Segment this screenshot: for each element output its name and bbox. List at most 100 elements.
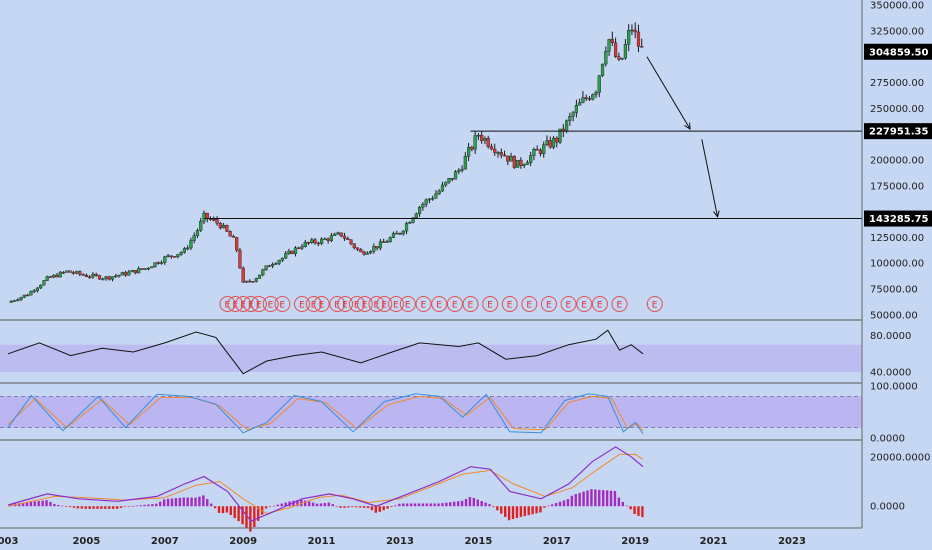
- candle-body: [499, 152, 503, 156]
- candle-body: [91, 273, 95, 278]
- candle-body: [365, 252, 369, 255]
- candle-body: [58, 271, 62, 278]
- candle-body: [215, 219, 219, 224]
- candle-body: [473, 135, 477, 150]
- macd-hist-bar: [574, 494, 577, 507]
- level-badge-label: 227951.35: [869, 127, 929, 138]
- macd-hist-bar: [523, 506, 526, 517]
- candle-body: [39, 284, 43, 289]
- macd-hist-bar: [374, 506, 378, 513]
- macd-hist-bar: [558, 501, 562, 507]
- macd-hist-bar: [186, 497, 189, 507]
- earnings-marker: [368, 296, 385, 312]
- candle-body: [633, 29, 637, 33]
- macd-hist-bar: [284, 502, 287, 507]
- macd-hist-bar: [155, 503, 158, 507]
- macd-hist-bar: [605, 490, 609, 507]
- candle-body: [74, 271, 79, 274]
- candle-body: [45, 276, 49, 281]
- macd-hist-bar: [598, 489, 601, 507]
- candle-body: [251, 281, 255, 283]
- macd-tick-label: 20000.0000: [870, 452, 930, 463]
- macd-hist-bar: [174, 498, 178, 507]
- candle-body: [395, 232, 399, 235]
- earnings-marker: [243, 296, 260, 312]
- candle-body: [192, 235, 196, 241]
- candle-body: [166, 255, 170, 257]
- earnings-marker: [376, 296, 393, 312]
- macd-hist-bar: [515, 506, 519, 518]
- macd-hist-bar: [613, 491, 617, 507]
- candle-body: [228, 231, 232, 237]
- macd-hist-bar: [609, 490, 613, 507]
- macd-hist-bar: [394, 505, 397, 507]
- macd-hist-bar: [382, 506, 385, 511]
- macd-hist-bar: [566, 499, 570, 507]
- candle-body: [218, 222, 222, 229]
- macd-hist-bar: [135, 505, 138, 507]
- macd-hist-bar: [292, 500, 295, 507]
- macd-hist-bar: [225, 506, 229, 513]
- macd-hist-bar: [601, 490, 605, 507]
- earnings-marker: [399, 296, 416, 312]
- macd-hist-bar: [641, 506, 644, 518]
- macd-hist-bar: [68, 506, 72, 508]
- candle-body: [235, 237, 239, 251]
- candle-body: [254, 278, 258, 282]
- macd-hist-bar: [264, 506, 268, 509]
- time-tick-label: 2021: [700, 536, 728, 547]
- candle-body: [408, 222, 412, 224]
- earnings-marker: [446, 296, 463, 312]
- time-tick-label: 2013: [386, 536, 414, 547]
- candle-body: [591, 94, 595, 100]
- candle-body: [78, 271, 82, 275]
- candle-body: [470, 147, 474, 150]
- earnings-marker-label: E: [436, 301, 442, 311]
- candle-body: [32, 290, 36, 292]
- earnings-marker-label: E: [617, 301, 623, 311]
- candle-body: [614, 42, 618, 57]
- macd-hist-bar: [257, 506, 260, 521]
- macd-hist-bar: [198, 496, 201, 507]
- rsi-line: [7, 329, 644, 375]
- macd-hist-bar: [162, 499, 166, 507]
- candle-body: [574, 104, 578, 113]
- candle-body: [241, 267, 245, 283]
- macd-hist-bar: [80, 506, 84, 509]
- candle-body: [306, 241, 311, 244]
- macd-hist-bar: [503, 506, 507, 517]
- macd-hist-bar: [170, 498, 174, 507]
- candle-body: [558, 128, 562, 143]
- candle-body: [640, 46, 644, 48]
- price-tick-label: 100000.00: [870, 259, 924, 270]
- candle-body: [159, 262, 164, 264]
- candle-body: [202, 212, 206, 222]
- price-tick-label: 325000.00: [870, 26, 924, 37]
- macd-hist-bar: [362, 506, 366, 508]
- projection-arrows: [646, 56, 718, 217]
- candle-body: [290, 250, 294, 254]
- candle-body: [107, 276, 111, 280]
- macd-hist-bar: [578, 492, 581, 507]
- macd-hist-bar: [49, 501, 52, 507]
- candle-body: [362, 251, 366, 255]
- candle-body: [431, 198, 435, 200]
- time-tick-label: 2017: [543, 536, 571, 547]
- earnings-marker-label: E: [546, 301, 552, 311]
- earnings-marker: [227, 296, 244, 312]
- candle-body: [600, 63, 605, 76]
- macd-hist-bar: [633, 506, 636, 515]
- candle-body: [519, 159, 523, 166]
- candle-body: [176, 254, 180, 257]
- candle-body: [627, 29, 631, 45]
- last-price-label: 304859.50: [869, 47, 929, 58]
- time-tick-label: 2019: [621, 536, 649, 547]
- macd-hist-bar: [358, 506, 362, 508]
- macd-hist-bar: [370, 506, 374, 511]
- stoch-tick-label: 0.0000: [870, 434, 905, 445]
- macd-hist-bar: [119, 506, 123, 508]
- earnings-marker: [329, 296, 346, 312]
- candle-body: [538, 149, 543, 154]
- macd-hist-bar: [233, 506, 236, 519]
